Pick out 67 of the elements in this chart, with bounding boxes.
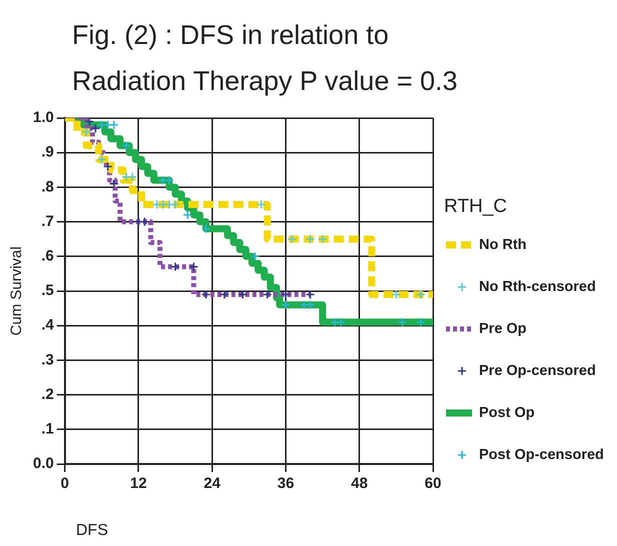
point xyxy=(90,124,100,134)
point xyxy=(299,300,309,310)
y-tick-label: .6 xyxy=(41,248,54,265)
y-tick-label: 0.0 xyxy=(32,455,54,472)
legend-label: Pre Op-censored xyxy=(479,363,596,379)
y-tick-label: .1 xyxy=(41,420,54,438)
point xyxy=(103,120,113,130)
legend-label: Post Op xyxy=(479,405,535,421)
y-tick-label: .8 xyxy=(41,178,54,196)
legend-label: Post Op-censored xyxy=(479,447,604,463)
x-tick-label: 12 xyxy=(130,475,147,492)
x-tick-label: 24 xyxy=(204,475,222,492)
point xyxy=(82,127,92,137)
point xyxy=(287,234,297,244)
point xyxy=(256,200,266,210)
point xyxy=(391,290,401,300)
x-axis-title: DFS xyxy=(76,522,108,540)
x-tick-label: 60 xyxy=(424,475,442,492)
legend-label: No Rth-censored xyxy=(479,279,596,295)
y-tick-label: .5 xyxy=(41,282,54,300)
point xyxy=(182,210,192,220)
point xyxy=(280,290,290,300)
point xyxy=(250,252,260,262)
point xyxy=(280,300,290,310)
point xyxy=(201,224,211,234)
point xyxy=(158,200,168,210)
point xyxy=(330,317,340,327)
point xyxy=(416,290,426,300)
point xyxy=(306,300,316,310)
point xyxy=(121,140,131,150)
point xyxy=(170,262,180,272)
point xyxy=(84,118,94,126)
y-tick-label: .7 xyxy=(41,212,54,230)
point xyxy=(262,290,272,300)
point xyxy=(121,172,131,182)
point xyxy=(306,290,316,300)
point xyxy=(96,120,106,130)
point xyxy=(96,154,106,164)
x-tick-label: 36 xyxy=(277,475,294,492)
point xyxy=(201,290,211,300)
legend-label: Pre Op xyxy=(479,321,527,337)
point xyxy=(103,162,113,172)
point xyxy=(109,120,119,130)
point xyxy=(164,200,174,210)
point xyxy=(318,234,328,244)
y-tick-label: 1.0 xyxy=(32,109,54,126)
point xyxy=(152,200,162,210)
point xyxy=(306,234,316,244)
x-tick-label: 48 xyxy=(351,475,368,492)
point xyxy=(170,200,180,210)
point xyxy=(109,178,119,188)
y-tick-label: .9 xyxy=(41,144,54,161)
chart-title: Fig. (2) : DFS in relation to Radiation Therapy P value = 0.3 xyxy=(72,19,459,98)
point xyxy=(336,317,346,327)
point xyxy=(416,317,426,327)
point xyxy=(238,290,248,300)
point xyxy=(188,262,198,272)
point xyxy=(128,172,138,182)
y-tick-label: .3 xyxy=(41,351,54,368)
point xyxy=(220,290,230,300)
y-axis-title: Cum Survival xyxy=(8,246,26,336)
y-tick-label: .4 xyxy=(41,316,55,334)
legend-label: No Rth xyxy=(479,237,527,253)
x-tick-label: 0 xyxy=(60,475,70,492)
y-tick-label: .2 xyxy=(41,386,54,403)
point xyxy=(398,317,408,327)
legend-title: RTH_C xyxy=(444,196,508,218)
